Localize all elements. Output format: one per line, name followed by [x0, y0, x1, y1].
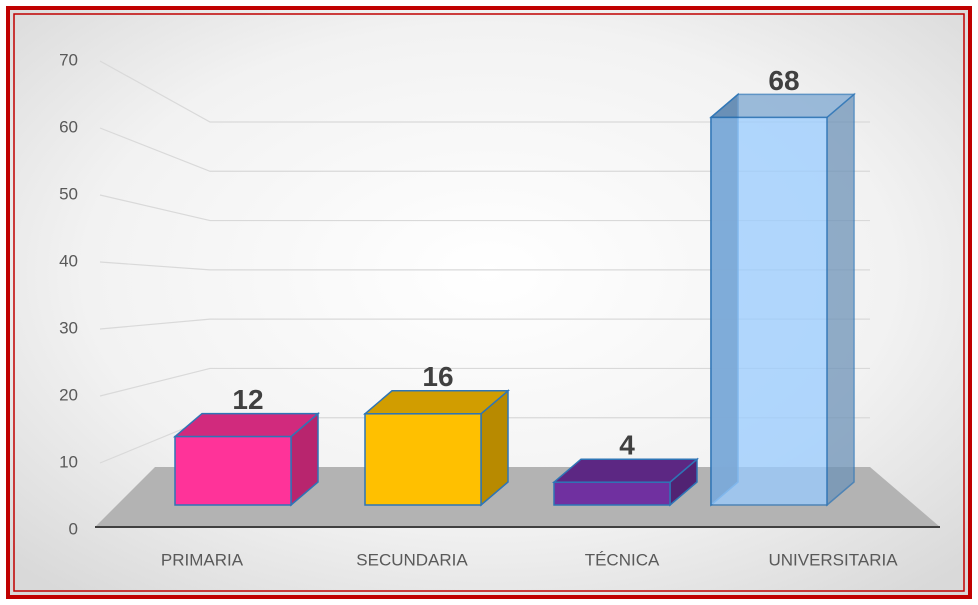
y-tick-label: 30 [59, 318, 78, 337]
bar [710, 116, 828, 506]
y-tick-label: 20 [59, 385, 78, 404]
grid-line [99, 367, 870, 397]
y-tick-label: 70 [59, 50, 78, 69]
x-tick-label: TÉCNICA [585, 550, 660, 569]
x-tick-label: SECUNDARIA [356, 550, 468, 569]
x-tick-label: UNIVERSITARIA [768, 550, 898, 569]
bar [553, 481, 671, 506]
grid-line [99, 127, 870, 172]
x-tick-label: PRIMARIA [161, 550, 244, 569]
grid-line [99, 261, 870, 271]
y-tick-label: 0 [69, 519, 78, 538]
grid-line [99, 194, 870, 222]
y-tick-label: 60 [59, 117, 78, 136]
y-tick-label: 40 [59, 251, 78, 270]
bar [174, 435, 292, 506]
y-tick-label: 50 [59, 184, 78, 203]
bar-side [826, 92, 855, 507]
value-label: 12 [232, 384, 263, 415]
grid-line [99, 318, 870, 330]
chart-frame-inner [13, 13, 965, 592]
bar [364, 413, 482, 506]
value-label: 16 [422, 361, 453, 392]
grid-line [99, 60, 870, 123]
value-label: 68 [768, 65, 799, 96]
value-label: 4 [619, 430, 635, 461]
y-tick-label: 10 [59, 452, 78, 471]
